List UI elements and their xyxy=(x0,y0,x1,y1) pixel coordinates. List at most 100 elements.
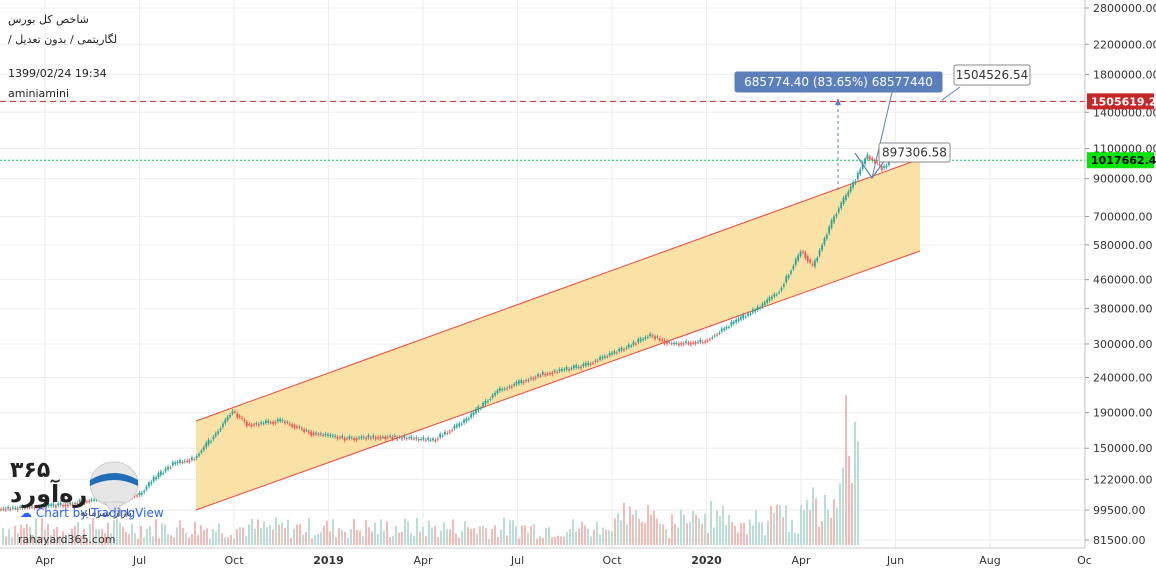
candle-body xyxy=(281,420,284,422)
volume-bar xyxy=(719,516,721,545)
volume-bar xyxy=(23,528,25,545)
candle-body xyxy=(379,437,382,439)
candle-body xyxy=(71,503,74,506)
candle-body xyxy=(754,310,757,312)
volume-bar xyxy=(119,522,121,545)
candle-body xyxy=(883,166,885,169)
volume-bar xyxy=(653,510,655,545)
candle-body xyxy=(274,421,277,424)
candle-body xyxy=(26,505,29,508)
candle-body xyxy=(455,424,458,428)
candle-body xyxy=(322,434,325,436)
volume-bar xyxy=(758,522,760,545)
candle-body xyxy=(369,437,372,439)
volume-bar xyxy=(500,529,502,545)
candle-body xyxy=(295,426,298,428)
candle-body xyxy=(169,467,172,469)
volume-bar xyxy=(548,527,550,545)
candle-body xyxy=(580,366,582,369)
candle-body xyxy=(152,476,155,482)
volume-bar xyxy=(770,505,772,545)
volume-bar xyxy=(326,520,328,545)
candle-body xyxy=(159,471,162,476)
volume-bar xyxy=(629,506,631,545)
candle-body xyxy=(794,259,797,265)
volume-bar xyxy=(410,532,412,545)
cloud-icon: ☁ xyxy=(20,506,32,520)
candle-body xyxy=(673,342,675,344)
candle-body xyxy=(171,462,174,466)
candle-body xyxy=(183,460,186,462)
candle-body xyxy=(668,341,671,343)
volume-bar xyxy=(647,505,649,545)
volume-bar xyxy=(752,525,754,545)
candle-body xyxy=(556,371,558,373)
candle-body xyxy=(463,419,465,423)
volume-bar xyxy=(269,525,271,545)
candle-body xyxy=(802,251,804,253)
candle-body xyxy=(687,342,690,344)
candle-body xyxy=(520,380,523,383)
volume-bar xyxy=(512,520,514,545)
time-tick-label: Apr xyxy=(791,554,811,567)
volume-bar xyxy=(833,499,835,545)
candle-body xyxy=(300,428,303,430)
candle-body xyxy=(207,439,210,445)
volume-bar xyxy=(95,529,97,545)
measure-arrow-head xyxy=(835,98,841,105)
volume-bar xyxy=(98,529,100,545)
price-tick-label: 460000.00 xyxy=(1093,274,1153,287)
candle-body xyxy=(401,437,403,440)
price-tick-label: 190000.00 xyxy=(1093,407,1153,420)
volume-bar xyxy=(404,518,406,545)
candle-body xyxy=(816,257,819,262)
volume-bar xyxy=(746,534,748,545)
candle-body xyxy=(331,435,334,437)
volume-bar xyxy=(113,520,115,545)
volume-bar xyxy=(431,527,433,545)
volume-bar xyxy=(374,522,376,545)
candle-body xyxy=(157,473,160,478)
volume-bar xyxy=(677,527,679,545)
volume-bar xyxy=(122,526,124,545)
logo-icon xyxy=(89,461,139,515)
callout-target-pointer xyxy=(871,87,894,179)
price-tick-label: 380000.00 xyxy=(1093,302,1153,315)
candle-body xyxy=(484,400,487,405)
candle-body xyxy=(582,364,585,367)
time-tick-label: Apr xyxy=(35,554,55,567)
candle-body xyxy=(506,388,508,390)
candle-body xyxy=(560,368,563,371)
volume-bar xyxy=(503,517,505,545)
volume-bar xyxy=(734,526,736,545)
candle-body xyxy=(494,392,496,396)
volume-bar xyxy=(356,530,358,545)
volume-bar xyxy=(587,528,589,545)
candle-body xyxy=(54,505,57,508)
candle-body xyxy=(272,422,274,424)
candle-body xyxy=(630,345,632,347)
volume-bar xyxy=(287,519,289,545)
volume-bar xyxy=(335,537,337,545)
candle-body xyxy=(288,423,291,425)
candle-body xyxy=(276,419,279,422)
candle-body xyxy=(162,473,165,475)
volume-bar xyxy=(284,527,286,545)
candle-body xyxy=(749,314,752,316)
candle-body xyxy=(66,504,69,507)
candle-body xyxy=(479,408,482,410)
volume-bar xyxy=(320,532,322,545)
candle-body xyxy=(570,368,573,370)
candle-body xyxy=(704,341,706,343)
current-price-badge-bg xyxy=(1087,152,1154,169)
candle-body xyxy=(358,437,360,439)
candle-body xyxy=(52,503,55,506)
candle-body xyxy=(81,500,83,503)
time-tick-label: Oct xyxy=(224,554,244,567)
candle-body xyxy=(625,347,628,349)
volume-bar xyxy=(479,526,481,545)
candle-body xyxy=(866,154,869,159)
candle-body xyxy=(415,437,418,439)
volume-bar xyxy=(542,537,544,545)
